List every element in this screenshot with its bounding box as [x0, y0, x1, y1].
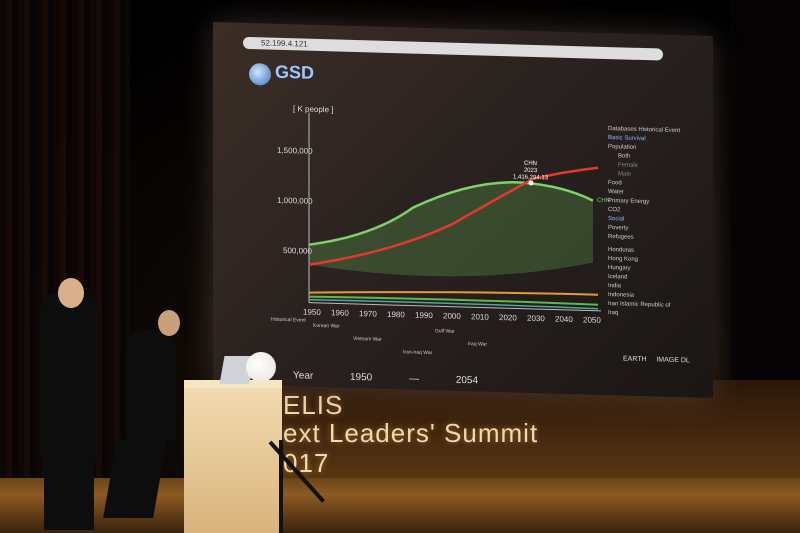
event-label: Gulf War — [435, 328, 455, 335]
x-tick: 2040 — [555, 314, 573, 325]
population-chart — [308, 112, 601, 312]
image-dl-button[interactable]: IMAGE DL — [656, 356, 690, 365]
x-tick: 2010 — [471, 312, 489, 322]
podium — [184, 388, 282, 533]
x-tick: 1960 — [331, 308, 349, 318]
green-area — [309, 182, 593, 277]
year-label: Year — [293, 370, 314, 382]
tooltip-point — [528, 180, 534, 186]
x-tick: 1980 — [387, 309, 405, 320]
x-tick: 2050 — [583, 315, 601, 325]
x-tick: 2020 — [499, 312, 517, 323]
country-item[interactable]: Iraq — [608, 310, 619, 317]
presenter-left-legs — [44, 460, 94, 530]
event-label: Korean War — [313, 322, 340, 330]
green-low-series-line — [308, 295, 599, 306]
presenter-left — [40, 290, 100, 460]
presenter-right — [126, 330, 176, 440]
earth-button[interactable]: EARTH — [623, 355, 647, 364]
podium-top — [184, 380, 282, 390]
x-tick: 1970 — [359, 309, 377, 319]
mic-stand-pole — [279, 440, 283, 533]
x-axis-line — [309, 302, 601, 312]
orange-series-line — [308, 291, 599, 296]
event-label: Iran-Iraq War — [403, 349, 433, 357]
side-panel: Databases Historical Event Basic Surviva… — [608, 125, 708, 363]
presenter-right-head — [158, 310, 180, 336]
x-tick: 1990 — [415, 310, 433, 321]
presenter-left-head — [58, 278, 84, 308]
summit-title-line2: ext Leaders' Summit — [283, 418, 539, 448]
year-to[interactable]: 2054 — [455, 374, 479, 387]
green-series-line — [308, 181, 594, 246]
year-from[interactable]: 1950 — [350, 371, 373, 384]
event-label: Iraq War — [468, 341, 487, 348]
x-tick: 1950 — [303, 307, 321, 318]
chart-tooltip: CHN 2023 1,416,294.13 — [513, 160, 548, 182]
x-tick: 2000 — [443, 311, 461, 321]
stage-side-dark — [730, 0, 800, 400]
teal-series-line — [308, 298, 599, 310]
x-tick: 2030 — [527, 313, 545, 324]
event-label: Vietnam War — [353, 335, 382, 343]
globe-lamp — [246, 352, 276, 382]
year-separator: — — [409, 373, 420, 385]
historical-event-label: Historical Event — [271, 316, 306, 324]
summit-title-line1: ELIS — [283, 390, 344, 420]
red-series-line — [308, 166, 599, 266]
panel-refugees[interactable]: Refugees — [608, 234, 634, 241]
projection-screen: 52.199.4.121 GSD [ K people ] 1,500,000 … — [213, 22, 713, 398]
tooltip-value: 1,416,294.13 — [513, 174, 549, 182]
